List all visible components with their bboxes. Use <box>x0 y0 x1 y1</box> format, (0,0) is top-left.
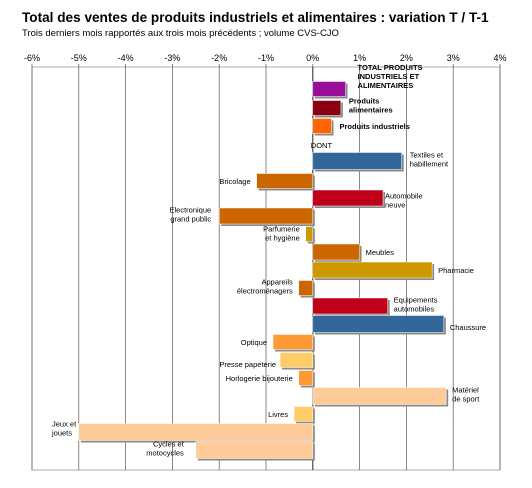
category-label: Livres <box>268 410 288 419</box>
category-label: Horlogerie bijouterie <box>226 374 293 383</box>
bar <box>312 152 402 170</box>
chart-subtitle: Trois derniers mois rapportés aux trois … <box>22 28 339 39</box>
bar <box>312 243 360 261</box>
chart-title: Total des ventes de produits industriels… <box>22 10 489 25</box>
x-tick-label: -6% <box>24 53 40 63</box>
x-tick-label: 2% <box>400 53 413 63</box>
x-tick-label: 3% <box>447 53 460 63</box>
bar <box>195 441 314 459</box>
bar <box>256 173 314 189</box>
bar <box>298 280 314 296</box>
category-label: Textiles et habillement <box>410 151 449 169</box>
category-label: Produits alimentaires <box>349 97 393 115</box>
category-label: Appareils électroménagers <box>237 278 293 296</box>
bar <box>312 315 445 333</box>
category-label: Bricolage <box>219 177 250 186</box>
category-label: Meubles <box>366 248 395 257</box>
bar <box>218 207 314 225</box>
category-label: Presse papeterie <box>219 360 276 369</box>
bar <box>312 387 447 405</box>
bar <box>312 189 384 207</box>
category-label: Matériel de sport <box>452 386 480 404</box>
category-label: Optique <box>241 338 267 347</box>
x-tick-label: 0% <box>306 53 319 63</box>
x-tick-label: -5% <box>71 53 87 63</box>
bar <box>279 352 314 368</box>
x-tick-label: 4% <box>493 53 506 63</box>
bar <box>78 423 314 441</box>
category-label: Equipements automobiles <box>394 296 438 314</box>
x-tick-label: -3% <box>164 53 180 63</box>
category-label: Automobile neuve <box>385 192 423 210</box>
bar <box>312 297 388 315</box>
category-label: Electronique grand public <box>169 206 211 224</box>
x-tick-label: 1% <box>353 53 366 63</box>
bar <box>312 118 332 134</box>
category-label: Jeux et jouets <box>51 420 77 438</box>
category-label: Pharmacie <box>438 266 474 275</box>
x-tick-label: -4% <box>118 53 134 63</box>
bar <box>312 261 433 279</box>
bar <box>298 370 314 386</box>
x-tick-label: -1% <box>258 53 274 63</box>
bar <box>312 81 346 97</box>
bar <box>272 334 314 350</box>
bar <box>293 406 314 422</box>
category-label: TOTAL PRODUITS INDUSTRIELS ET ALIMENTAIRES <box>358 63 423 90</box>
category-label: Parfumerie et hygiène <box>263 225 300 243</box>
category-label: Cycles et motocycles <box>146 440 184 458</box>
bar <box>305 226 314 242</box>
category-label: Chaussure <box>450 323 486 332</box>
x-tick-label: -2% <box>211 53 227 63</box>
category-label: Produits industriels <box>340 122 410 131</box>
separator-label: DONT <box>311 141 333 150</box>
bar <box>312 100 342 116</box>
